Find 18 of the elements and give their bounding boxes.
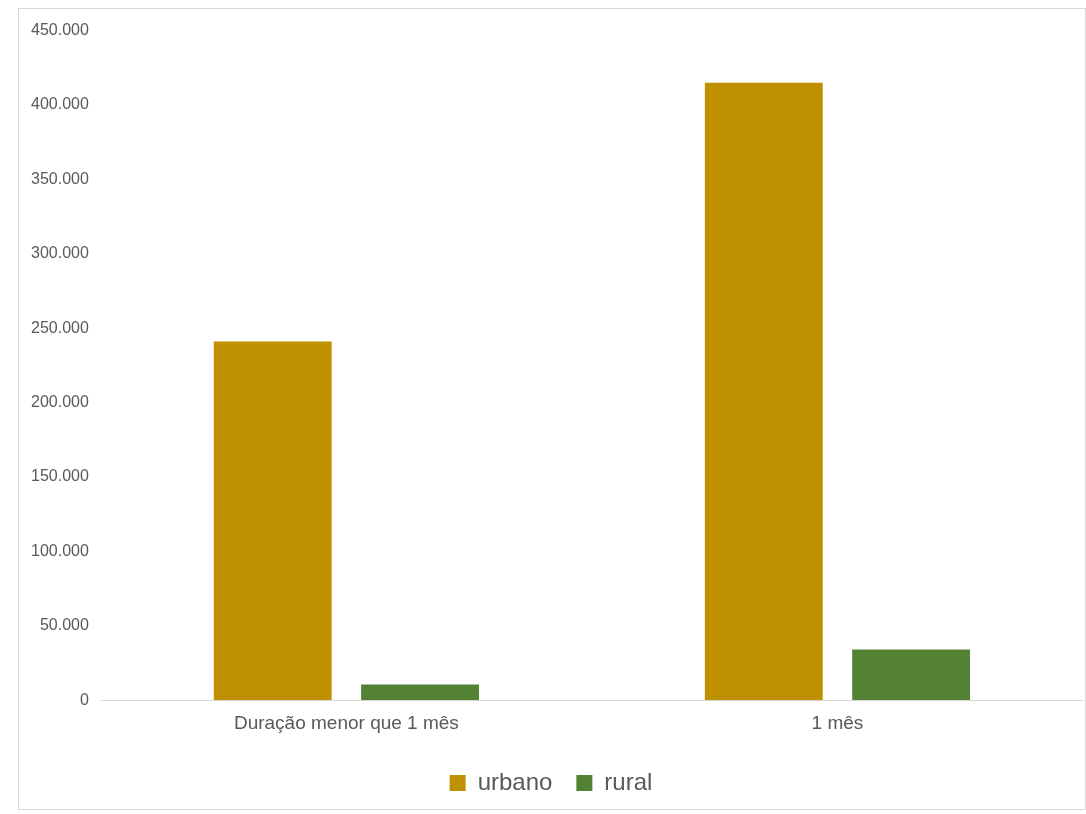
y-tick-label: 200.000 bbox=[30, 393, 89, 411]
y-tick-label: 150.000 bbox=[30, 467, 89, 485]
y-tick-label: 50.000 bbox=[39, 616, 89, 634]
y-tick-label: 100.000 bbox=[30, 541, 89, 559]
y-tick-label: 450.000 bbox=[30, 21, 89, 39]
y-tick-label: 300.000 bbox=[30, 244, 89, 262]
x-tick-label: 1 mês bbox=[811, 711, 864, 733]
legend-label: rural bbox=[604, 767, 653, 795]
y-tick-label: 350.000 bbox=[30, 169, 89, 187]
bar bbox=[852, 649, 971, 701]
y-tick-label: 0 bbox=[79, 690, 89, 708]
x-tick-label: Duração menor que 1 mês bbox=[233, 711, 459, 733]
bar bbox=[704, 82, 823, 701]
legend-label: urbano bbox=[477, 767, 553, 795]
bar bbox=[361, 684, 479, 701]
y-tick-label: 250.000 bbox=[30, 318, 89, 336]
bar bbox=[213, 341, 332, 701]
y-tick-label: 400.000 bbox=[30, 95, 89, 113]
